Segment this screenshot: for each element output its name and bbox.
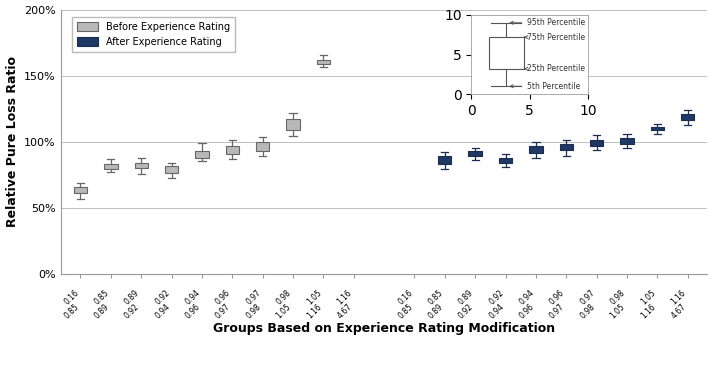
Y-axis label: Relative Pure Loss Ratio: Relative Pure Loss Ratio (6, 57, 19, 227)
Text: 0.85: 0.85 (396, 302, 414, 320)
Bar (468, 151, 482, 156)
Text: 0.98: 0.98 (578, 302, 597, 320)
Text: 0.85: 0.85 (93, 288, 111, 306)
Text: 0.92: 0.92 (487, 288, 506, 306)
Text: 0.89: 0.89 (457, 288, 475, 306)
Text: 1.16: 1.16 (336, 288, 354, 306)
Bar (73, 187, 87, 194)
Text: 1.05: 1.05 (609, 302, 627, 320)
Bar (651, 127, 664, 130)
Text: 4.67: 4.67 (670, 302, 688, 320)
X-axis label: Groups Based on Experience Rating Modification: Groups Based on Experience Rating Modifi… (213, 322, 555, 335)
Legend: Before Experience Rating, After Experience Rating: Before Experience Rating, After Experien… (72, 17, 235, 51)
Bar (135, 163, 148, 168)
Bar (317, 60, 330, 65)
Text: 0.85: 0.85 (62, 302, 81, 320)
Text: 0.98: 0.98 (245, 302, 262, 320)
Bar (195, 151, 209, 158)
Text: 0.92: 0.92 (153, 288, 172, 306)
Text: 0.97: 0.97 (548, 302, 566, 320)
Text: 1.16: 1.16 (639, 302, 657, 320)
Text: 1.05: 1.05 (639, 288, 657, 306)
Bar (256, 142, 270, 151)
Text: 0.96: 0.96 (214, 288, 232, 307)
Bar (560, 144, 573, 151)
Text: 0.94: 0.94 (153, 302, 172, 320)
Text: 1.16: 1.16 (305, 302, 324, 320)
Text: 0.96: 0.96 (548, 288, 566, 307)
Bar (590, 140, 603, 146)
Text: 0.16: 0.16 (62, 288, 81, 306)
Text: 0.94: 0.94 (518, 288, 536, 307)
Text: 0.97: 0.97 (578, 288, 597, 307)
Text: 0.97: 0.97 (245, 288, 262, 307)
Text: 0.85: 0.85 (426, 288, 445, 306)
Bar (225, 146, 239, 154)
Text: 0.89: 0.89 (123, 288, 141, 306)
Text: 0.94: 0.94 (487, 302, 506, 320)
Bar (165, 166, 178, 173)
Text: 0.89: 0.89 (93, 302, 111, 320)
Text: 0.94: 0.94 (183, 288, 202, 307)
Bar (620, 138, 634, 144)
Text: 0.92: 0.92 (457, 302, 475, 320)
Text: 1.05: 1.05 (275, 302, 293, 320)
Bar (681, 114, 694, 120)
Text: 1.16: 1.16 (670, 288, 688, 306)
Text: 1.05: 1.05 (305, 288, 324, 306)
Text: 4.67: 4.67 (335, 302, 354, 320)
Text: 0.97: 0.97 (214, 302, 232, 320)
Text: 0.96: 0.96 (183, 302, 202, 320)
Bar (529, 146, 543, 153)
Text: 0.16: 0.16 (396, 288, 414, 306)
Bar (499, 158, 512, 163)
Text: 0.92: 0.92 (123, 302, 141, 320)
Text: 0.96: 0.96 (518, 302, 536, 320)
Bar (104, 164, 118, 169)
Text: 0.98: 0.98 (275, 288, 293, 306)
Bar (287, 119, 299, 130)
Bar (438, 156, 451, 164)
Text: 0.89: 0.89 (426, 302, 445, 320)
Text: 0.98: 0.98 (609, 288, 627, 306)
